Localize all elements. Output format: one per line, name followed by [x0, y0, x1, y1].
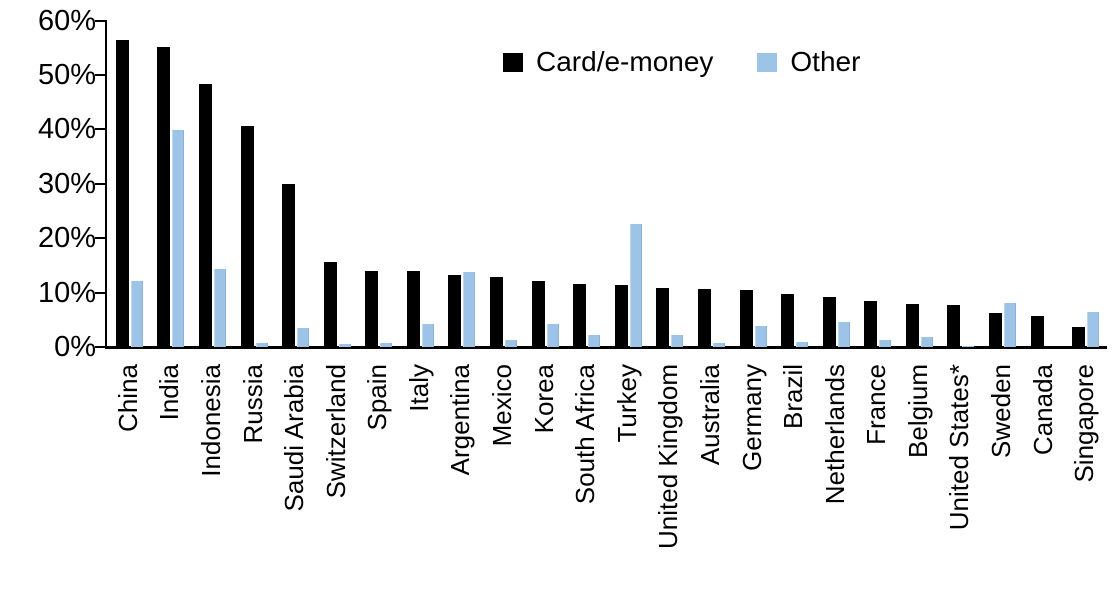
bar-other-saudi-arabia: [297, 328, 309, 347]
x-axis-label: Argentina: [445, 364, 475, 476]
bar-other-italy: [422, 324, 434, 347]
bar-other-russia: [256, 343, 268, 347]
x-axis-label: Canada: [1028, 364, 1058, 456]
bar-card-e-money-turkey: [615, 285, 628, 347]
bar-other-brazil: [796, 342, 808, 347]
bar-card-e-money-saudi-arabia: [282, 184, 295, 347]
bar-other-south-africa: [588, 335, 600, 347]
bar-card-e-money-india: [157, 47, 170, 347]
bar-other-singapore: [1087, 312, 1099, 347]
bar-card-e-money-china: [116, 40, 129, 347]
y-axis-label: 30%: [37, 167, 96, 200]
y-axis-label: 60%: [37, 4, 96, 37]
x-axis-label: Spain: [362, 364, 392, 431]
legend-item-other: Other: [757, 46, 860, 78]
bar-other-switzerland: [339, 344, 351, 347]
bar-card-e-money-belgium: [906, 304, 919, 347]
other-swatch: [757, 52, 778, 72]
x-axis-label: India: [154, 364, 184, 421]
bar-card-e-money-korea: [532, 281, 545, 347]
x-axis-label: Indonesia: [196, 364, 226, 477]
y-axis-label: 50%: [37, 59, 96, 91]
bar-card-e-money-russia: [241, 126, 254, 347]
y-axis-label: 40%: [37, 113, 96, 146]
bar-other-united-kingdom: [671, 335, 683, 347]
bar-other-spain: [380, 343, 392, 347]
bar-other-korea: [547, 324, 559, 347]
x-axis-label: United Kingdom: [653, 364, 683, 549]
bar-card-e-money-brazil: [781, 294, 794, 347]
x-axis-label: Saudi Arabia: [279, 364, 309, 512]
bar-card-e-money-italy: [407, 271, 420, 347]
bar-card-e-money-singapore: [1072, 327, 1085, 347]
x-axis-label: Germany: [737, 364, 767, 471]
y-axis-tick: [95, 19, 106, 22]
y-axis-tick: [95, 74, 106, 76]
bar-other-turkey: [630, 224, 642, 347]
y-axis-label: 0%: [54, 331, 96, 363]
card-e-money-swatch: [503, 52, 523, 72]
legend-label-card-e-money: Card/e-money: [536, 46, 714, 77]
bar-card-e-money-united-states: [947, 305, 960, 347]
y-axis-label: 20%: [37, 222, 96, 255]
y-axis-tick: [95, 291, 106, 294]
y-axis-tick: [95, 128, 106, 131]
bar-card-e-money-mexico: [490, 277, 503, 347]
x-axis-label: Italy: [404, 364, 434, 412]
y-axis-label: 10%: [37, 276, 96, 309]
bar-other-sweden: [1004, 303, 1016, 347]
bar-other-argentina: [463, 272, 475, 347]
bar-other-indonesia: [214, 269, 226, 347]
x-axis-label: Sweden: [986, 364, 1016, 458]
legend-item-card-e-money: Card/e-money: [503, 46, 713, 78]
x-axis-label: Russia: [238, 364, 268, 444]
x-axis-label: Brazil: [778, 364, 808, 430]
x-axis-label: Turkey: [612, 364, 642, 443]
bar-card-e-money-canada: [1031, 316, 1044, 347]
bar-other-france: [879, 340, 891, 347]
x-axis-label: Netherlands: [820, 364, 850, 505]
bar-card-e-money-sweden: [989, 313, 1002, 347]
x-axis-label: France: [861, 364, 891, 445]
bar-card-e-money-netherlands: [823, 297, 836, 347]
x-axis-label: Mexico: [487, 364, 517, 447]
x-axis-label: Australia: [695, 364, 725, 466]
bar-card-e-money-indonesia: [199, 84, 212, 347]
bar-other-united-states: [962, 346, 974, 347]
y-axis-tick: [95, 182, 106, 185]
y-axis-line: [105, 20, 107, 348]
x-axis-label: Korea: [529, 364, 559, 434]
bar-other-belgium: [921, 337, 933, 347]
bar-card-e-money-france: [864, 301, 877, 347]
bar-other-india: [172, 130, 184, 347]
x-axis-label: Switzerland: [321, 364, 351, 499]
bar-card-e-money-south-africa: [573, 284, 586, 347]
x-axis-label: United States*: [944, 364, 974, 531]
x-axis-label: Singapore: [1069, 364, 1099, 483]
x-axis-line: [105, 346, 1107, 349]
bar-other-netherlands: [838, 322, 850, 347]
bar-other-australia: [713, 343, 725, 347]
x-axis-label: Belgium: [903, 364, 933, 458]
x-axis-label: South Africa: [570, 364, 600, 505]
legend-label-other: Other: [790, 46, 861, 77]
bar-card-e-money-australia: [698, 289, 711, 347]
legend: Card/e-money Other: [503, 46, 860, 78]
y-axis-tick: [95, 237, 106, 240]
y-axis-tick: [95, 346, 106, 348]
bar-other-mexico: [505, 340, 517, 347]
bar-other-china: [131, 281, 143, 347]
bar-card-e-money-switzerland: [324, 262, 337, 347]
bar-card-e-money-united-kingdom: [656, 288, 669, 347]
bar-card-e-money-germany: [740, 290, 753, 347]
bar-card-e-money-spain: [365, 271, 378, 347]
x-axis-label: China: [113, 364, 143, 432]
bar-other-germany: [755, 326, 767, 347]
bar-card-e-money-argentina: [448, 275, 461, 347]
